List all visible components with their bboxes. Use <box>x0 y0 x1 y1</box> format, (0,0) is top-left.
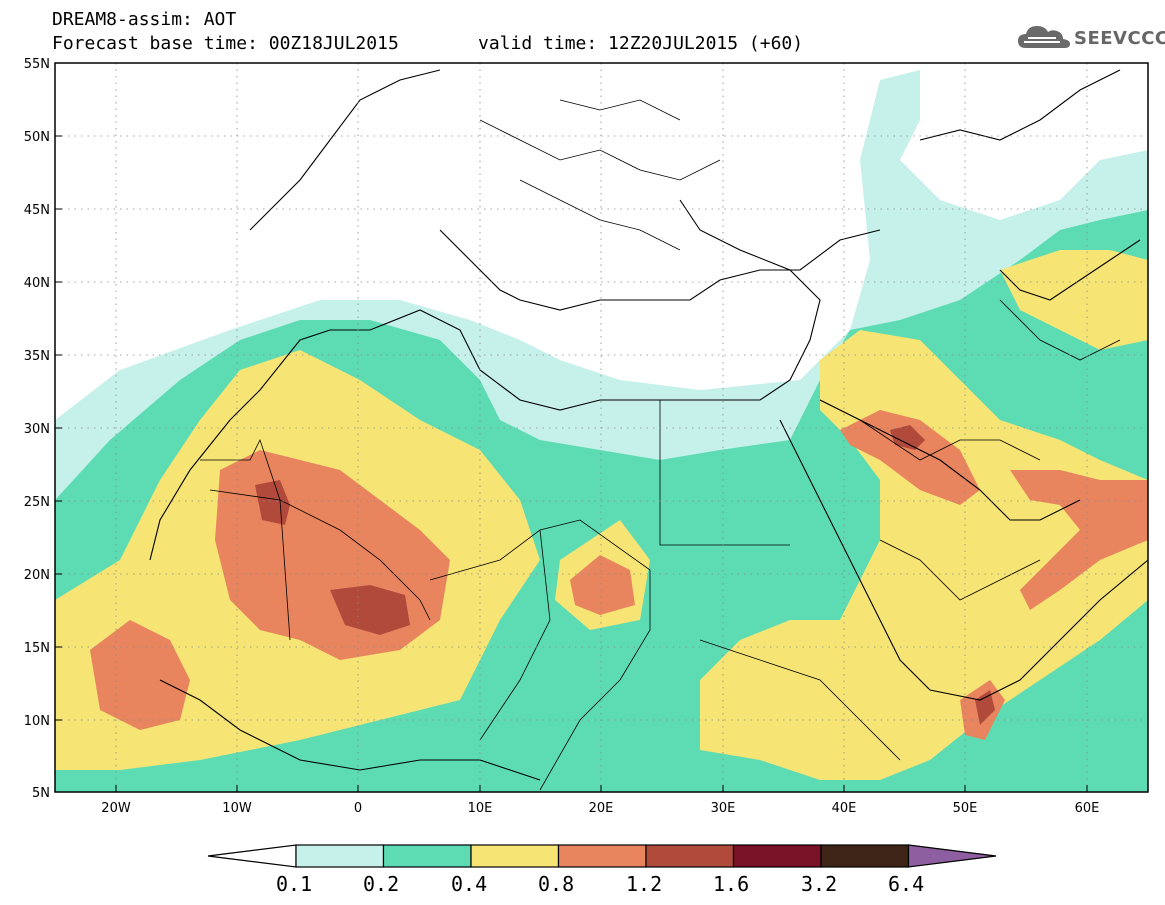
lat-label: 55N <box>24 57 50 72</box>
lat-lon-grid <box>55 63 1148 792</box>
colorbar-label: 1.2 <box>626 872 663 896</box>
colorbar-swatch <box>382 844 472 868</box>
lat-label: 40N <box>24 276 50 291</box>
colorbar-swatch <box>820 844 910 868</box>
map-title: DREAM8-assim: AOT <box>52 9 237 30</box>
lon-label: 50E <box>953 801 978 816</box>
cloud-icon <box>1018 26 1070 48</box>
lat-label: 25N <box>24 495 50 510</box>
logo-text: SEEVCCC <box>1074 28 1165 49</box>
lon-label: 60E <box>1075 801 1100 816</box>
lat-label: 10N <box>24 714 50 729</box>
lon-label: 20E <box>589 801 614 816</box>
colorbar-label: 0.8 <box>538 872 575 896</box>
colorbar-swatch <box>732 844 822 868</box>
lat-label: 20N <box>24 568 50 583</box>
lat-label: 15N <box>24 641 50 656</box>
tick-marks <box>55 62 1088 792</box>
seevccc-logo: SEEVCCC <box>1016 22 1165 58</box>
colorbar-swatch <box>557 844 647 868</box>
coastlines <box>149 69 1148 781</box>
colorbar-arrow-high <box>907 844 997 868</box>
borders <box>200 99 1121 791</box>
colorbar-swatch <box>645 844 735 868</box>
colorbar-label: 0.1 <box>276 872 313 896</box>
lon-label: 0 <box>354 801 362 816</box>
colorbar-label: 1.6 <box>713 872 750 896</box>
colorbar-label: 0.2 <box>363 872 400 896</box>
lon-label: 10W <box>222 801 252 816</box>
lon-label: 20W <box>101 801 131 816</box>
colorbar-label: 3.2 <box>801 872 838 896</box>
lat-label: 30N <box>24 422 50 437</box>
forecast-base-time: Forecast base time: 00Z18JUL2015 <box>52 33 399 54</box>
colorbar-arrow-low <box>207 844 297 868</box>
lon-label: 40E <box>832 801 857 816</box>
colorbar-swatch <box>295 844 385 868</box>
lat-label: 35N <box>24 349 50 364</box>
colorbar-label: 0.4 <box>451 872 488 896</box>
colorbar-swatch <box>470 844 560 868</box>
lat-label: 5N <box>32 786 50 801</box>
lon-label: 30E <box>711 801 736 816</box>
lat-label: 45N <box>24 203 50 218</box>
colorbar <box>207 844 997 868</box>
aot-field <box>55 63 1148 792</box>
valid-time: valid time: 12Z20JUL2015 (+60) <box>478 33 804 54</box>
lat-label: 50N <box>24 130 50 145</box>
colorbar-label: 6.4 <box>888 872 925 896</box>
lon-label: 10E <box>468 801 493 816</box>
